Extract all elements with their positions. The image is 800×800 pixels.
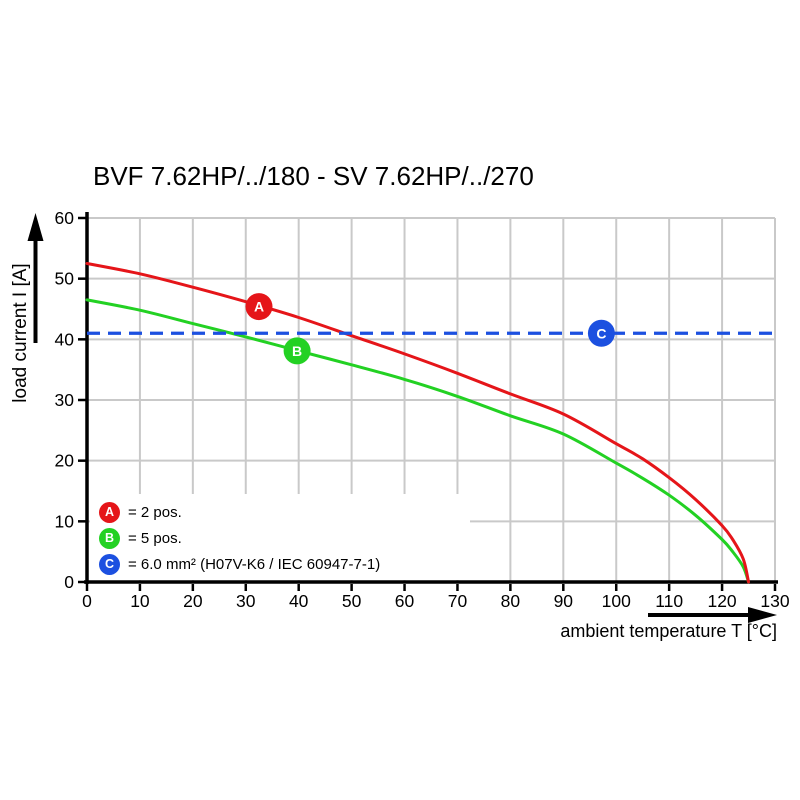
legend-item-5pos: B = 5 pos. — [99, 525, 470, 551]
x-axis-title: ambient temperature T [°C] — [560, 621, 777, 641]
y-axis-tick-label: 60 — [55, 208, 75, 228]
x-axis-tick-label: 20 — [183, 591, 203, 611]
x-axis-tick-label: 40 — [289, 591, 309, 611]
curve-marker-c: C — [587, 319, 615, 347]
y-axis-tick-label: 50 — [55, 269, 75, 289]
x-axis-tick-label: 110 — [655, 591, 683, 611]
x-axis-tick-label: 100 — [602, 591, 631, 611]
y-axis-arrow-icon — [27, 213, 44, 241]
x-axis-tick-label: 60 — [395, 591, 415, 611]
y-axis-tick-label: 30 — [55, 390, 75, 410]
y-axis-tick-label: 40 — [55, 329, 75, 349]
x-axis-tick-label: 50 — [342, 591, 362, 611]
legend-marker-c-icon: C — [99, 553, 120, 575]
marker-circle-icon — [587, 319, 615, 347]
x-axis-tick-label: 10 — [130, 591, 150, 611]
curve-marker-b: B — [283, 337, 311, 365]
x-axis-tick-label: 130 — [760, 591, 789, 611]
x-axis-tick-label: 0 — [82, 591, 92, 611]
y-axis-tick-label: 0 — [64, 572, 74, 592]
marker-letter: C — [596, 325, 606, 341]
marker-circle-icon — [245, 293, 273, 321]
curve-2-pos- — [85, 262, 750, 584]
legend-item-label: = 2 pos. — [128, 503, 182, 521]
marker-letter: B — [292, 343, 302, 359]
legend-item-label: = 6.0 mm² (H07V-K6 / IEC 60947-7-1) — [128, 555, 381, 573]
legend-item-2pos: A = 2 pos. — [99, 499, 470, 525]
legend-marker-a-icon: A — [99, 501, 120, 523]
legend-marker-b-icon: B — [99, 527, 120, 549]
curve-marker-a: A — [245, 293, 273, 321]
y-axis-title: load current I [A] — [10, 263, 31, 403]
legend-item-label: = 5 pos. — [128, 529, 182, 547]
x-axis-tick-label: 90 — [554, 591, 574, 611]
x-axis-arrow-icon — [748, 607, 777, 623]
y-axis-tick-label: 10 — [55, 511, 75, 531]
x-axis-tick-label: 30 — [236, 591, 256, 611]
marker-letter: A — [254, 299, 264, 315]
x-axis-tick-label: 80 — [501, 591, 521, 611]
x-axis-tick-label: 120 — [707, 591, 736, 611]
marker-circle-icon — [283, 337, 311, 365]
legend-item-wire: C = 6.0 mm² (H07V-K6 / IEC 60947-7-1) — [99, 551, 470, 577]
chart-title: BVF 7.62HP/../180 - SV 7.62HP/../270 — [93, 161, 534, 191]
x-axis-tick-label: 70 — [448, 591, 468, 611]
chart-legend: A = 2 pos. B = 5 pos. C = 6.0 mm² (H07V-… — [90, 494, 470, 580]
curve-5-pos- — [85, 298, 750, 584]
y-axis-tick-label: 20 — [55, 451, 75, 471]
